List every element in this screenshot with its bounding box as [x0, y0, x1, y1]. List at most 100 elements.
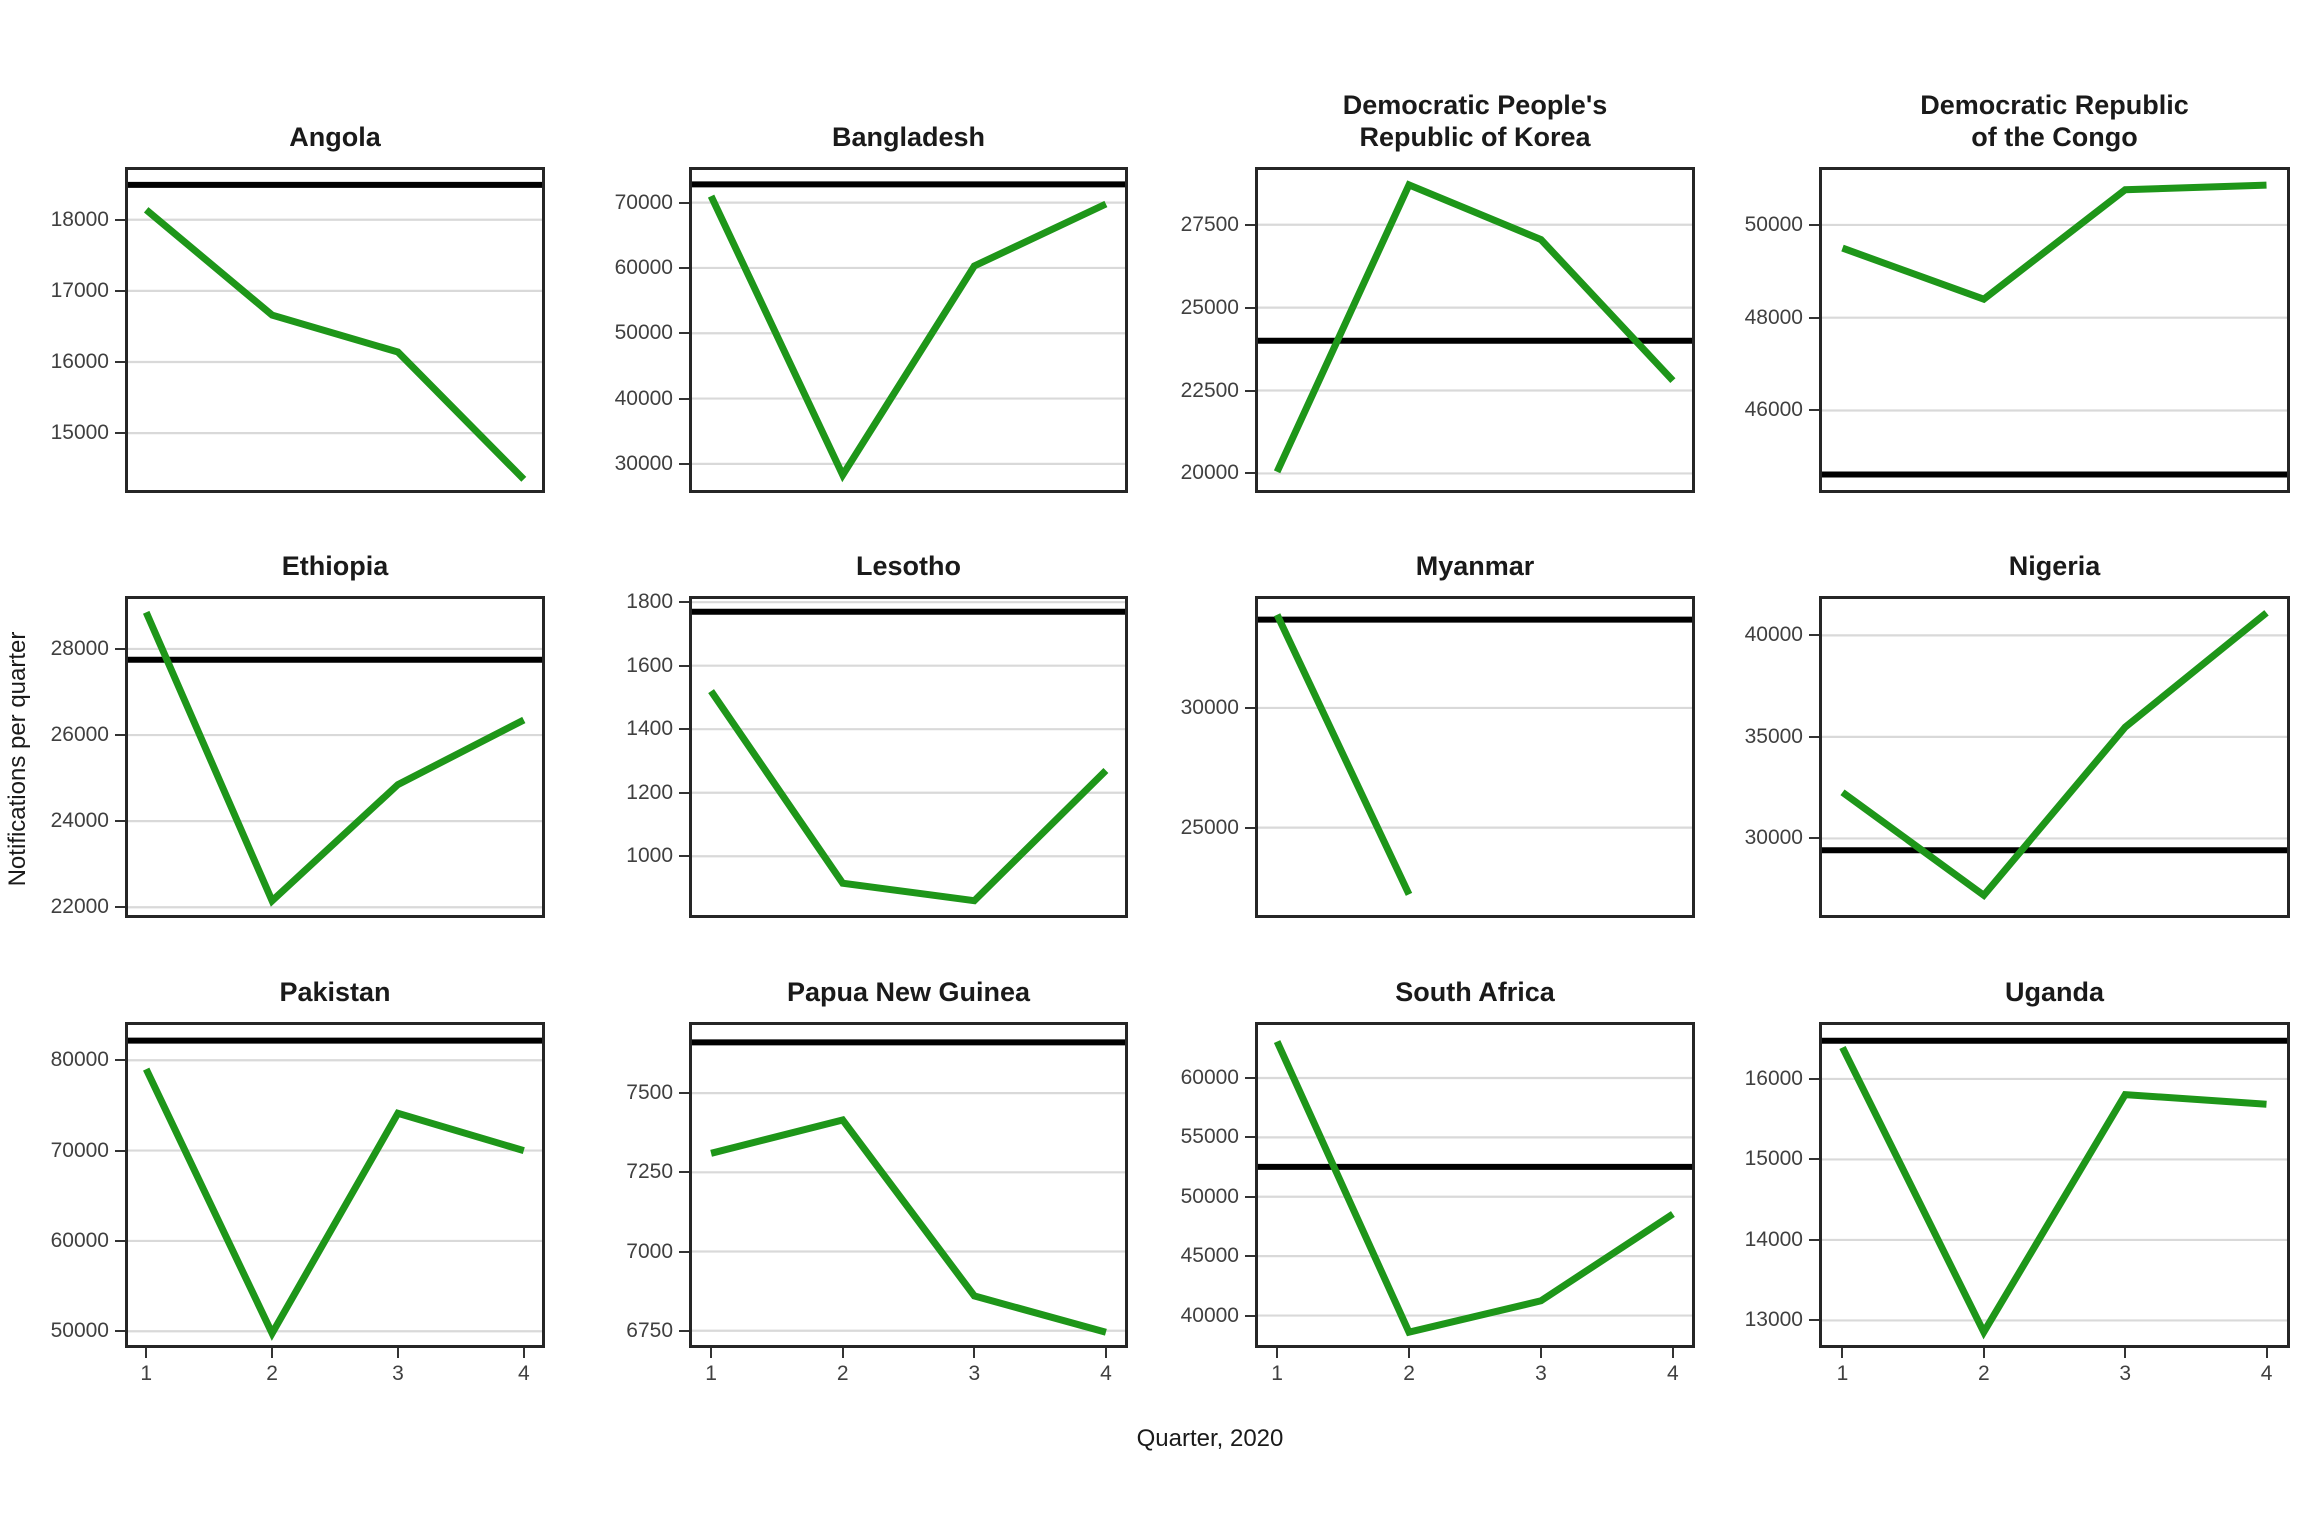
x-tick-mark — [1276, 1348, 1279, 1358]
panel-democratic-people-s-republic-of-korea — [1255, 167, 1695, 493]
x-tick-label: 3 — [968, 1362, 981, 1385]
y-tick-label: 15000 — [1744, 1147, 1803, 1171]
y-tick-mark — [679, 728, 689, 731]
x-tick-label: 1 — [705, 1362, 717, 1385]
x-tick-mark — [271, 1348, 274, 1358]
y-tick-mark — [115, 432, 125, 435]
x-tick-mark — [1982, 1348, 1985, 1358]
y-tick-mark — [1245, 826, 1255, 829]
y-tick-mark — [1245, 1076, 1255, 1079]
y-tick-mark — [679, 855, 689, 858]
y-tick-label: 30000 — [1744, 826, 1803, 850]
series-line — [708, 689, 1109, 905]
panel-canvas — [692, 181, 1125, 483]
y-tick-mark — [679, 664, 689, 667]
y-tick-mark — [115, 1239, 125, 1242]
y-tick-mark — [1809, 837, 1819, 840]
y-tick-mark — [1809, 316, 1819, 319]
x-tick-mark — [522, 1348, 525, 1358]
y-tick-mark — [1809, 1238, 1819, 1241]
series-line — [710, 1116, 1107, 1336]
y-tick-label: 25000 — [1180, 295, 1239, 319]
panel-canvas — [1822, 610, 2287, 901]
y-tick-label: 40000 — [1180, 1303, 1239, 1327]
x-tick-mark — [1671, 1348, 1674, 1358]
panel-title-bangladesh: Bangladesh — [831, 122, 986, 152]
y-tick-label: 18000 — [50, 207, 109, 231]
panel-title-myanmar: Myanmar — [1415, 551, 1535, 581]
series-line — [1841, 181, 2267, 304]
y-tick-mark — [1245, 223, 1255, 226]
y-tick-label: 6750 — [626, 1318, 673, 1342]
y-tick-mark — [679, 462, 689, 465]
x-tick-label: 4 — [1100, 1362, 1112, 1385]
x-tick-label: 4 — [2260, 1362, 2273, 1385]
x-tick-label: 3 — [2119, 1362, 2132, 1385]
panel-canvas — [128, 610, 542, 909]
y-tick-label: 7250 — [626, 1160, 673, 1184]
y-tick-label: 27500 — [1180, 212, 1239, 236]
y-tick-mark — [115, 906, 125, 909]
x-tick-mark — [145, 1348, 148, 1358]
y-tick-label: 40000 — [1744, 623, 1803, 647]
y-tick-mark — [679, 266, 689, 269]
y-tick-label: 28000 — [50, 636, 109, 660]
x-tick-label: 2 — [1977, 1362, 1990, 1385]
x-tick-mark — [2124, 1348, 2127, 1358]
series-line — [142, 610, 526, 907]
y-tick-label: 15000 — [50, 421, 109, 445]
y-tick-label: 60000 — [1180, 1065, 1239, 1089]
y-tick-mark — [679, 332, 689, 335]
y-tick-label: 45000 — [1180, 1244, 1239, 1268]
panel-title-uganda: Uganda — [2004, 977, 2104, 1007]
x-tick-mark — [710, 1348, 713, 1358]
y-tick-mark — [1809, 409, 1819, 412]
y-tick-mark — [115, 1330, 125, 1333]
panel-title-nigeria: Nigeria — [2008, 551, 2101, 581]
panel-papua-new-guinea — [689, 1022, 1128, 1348]
y-tick-mark — [1809, 1319, 1819, 1322]
y-tick-label: 1400 — [626, 717, 673, 741]
y-tick-label: 25000 — [1180, 815, 1239, 839]
panel-canvas — [128, 181, 542, 482]
y-tick-mark — [115, 1059, 125, 1062]
y-tick-label: 46000 — [1744, 398, 1803, 422]
panel-canvas — [128, 1037, 542, 1341]
panel-canvas — [692, 1039, 1125, 1336]
x-tick-mark — [973, 1348, 976, 1358]
y-tick-label: 30000 — [1180, 695, 1239, 719]
y-tick-mark — [679, 397, 689, 400]
y-tick-mark — [115, 647, 125, 650]
y-tick-mark — [1809, 735, 1819, 738]
x-tick-mark — [396, 1348, 399, 1358]
y-tick-label: 20000 — [1180, 461, 1239, 485]
panel-title-angola: Angola — [289, 122, 381, 152]
panel-title-democratic-people-s-republic-of-korea: Democratic People's Republic of Korea — [1342, 90, 1608, 152]
y-tick-label: 35000 — [1744, 724, 1803, 748]
y-tick-label: 40000 — [614, 386, 673, 410]
panel-title-papua-new-guinea: Papua New Guinea — [786, 977, 1031, 1007]
y-tick-label: 30000 — [614, 451, 673, 475]
y-tick-label: 1000 — [626, 844, 673, 868]
y-tick-mark — [115, 734, 125, 737]
panel-nigeria — [1819, 596, 2290, 918]
x-tick-label: 1 — [140, 1362, 153, 1385]
x-tick-label: 1 — [1271, 1362, 1283, 1385]
x-tick-mark — [1408, 1348, 1411, 1358]
x-tick-label: 3 — [392, 1362, 404, 1385]
x-tick-mark — [1104, 1348, 1107, 1358]
series-line — [1839, 1045, 2267, 1340]
y-tick-mark — [1809, 1077, 1819, 1080]
y-tick-label: 7000 — [626, 1239, 673, 1263]
y-tick-label: 50000 — [50, 1319, 109, 1343]
panel-angola — [125, 167, 545, 493]
panel-south-africa — [1255, 1022, 1695, 1348]
series-line — [143, 207, 527, 482]
panel-canvas — [1822, 181, 2287, 478]
y-tick-label: 50000 — [1180, 1184, 1239, 1208]
y-tick-label: 17000 — [50, 278, 109, 302]
y-tick-label: 50000 — [1744, 212, 1803, 236]
y-tick-label: 24000 — [50, 809, 109, 833]
panel-myanmar — [1255, 596, 1695, 918]
